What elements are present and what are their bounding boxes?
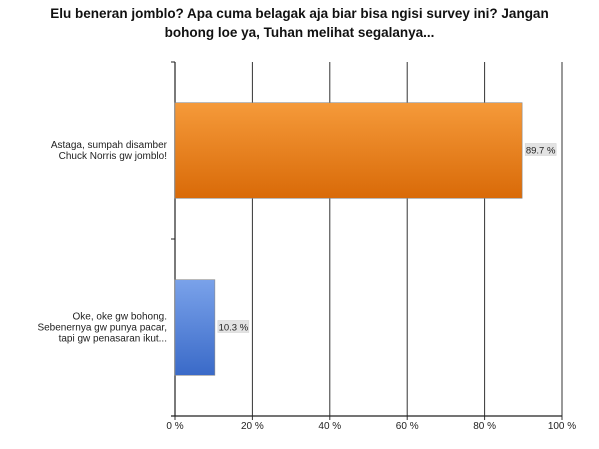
category-label: Chuck Norris gw jomblo! [59, 151, 167, 162]
category-label: Oke, oke gw bohong. [72, 312, 167, 323]
category-label: Sebenernya gw punya pacar, [37, 323, 167, 334]
x-tick-label: 20 % [241, 421, 264, 432]
value-label: 89.7 % [526, 146, 556, 157]
value-label-box [217, 320, 250, 333]
x-tick-label: 100 % [548, 421, 576, 432]
category-label: tapi gw penasaran ikut... [59, 334, 167, 345]
chart-title: Elu beneran jomblo? Apa cuma belagak aja… [50, 6, 549, 40]
x-tick-label: 40 % [318, 421, 341, 432]
x-tick-label: 60 % [396, 421, 419, 432]
value-label-box [524, 143, 557, 156]
value-label: 10.3 % [219, 323, 249, 334]
x-tick-label: 80 % [473, 421, 496, 432]
x-tick-label: 0 % [166, 421, 183, 432]
category-label: Astaga, sumpah disamber [51, 140, 168, 151]
bar [174, 102, 523, 199]
bar [174, 279, 216, 376]
